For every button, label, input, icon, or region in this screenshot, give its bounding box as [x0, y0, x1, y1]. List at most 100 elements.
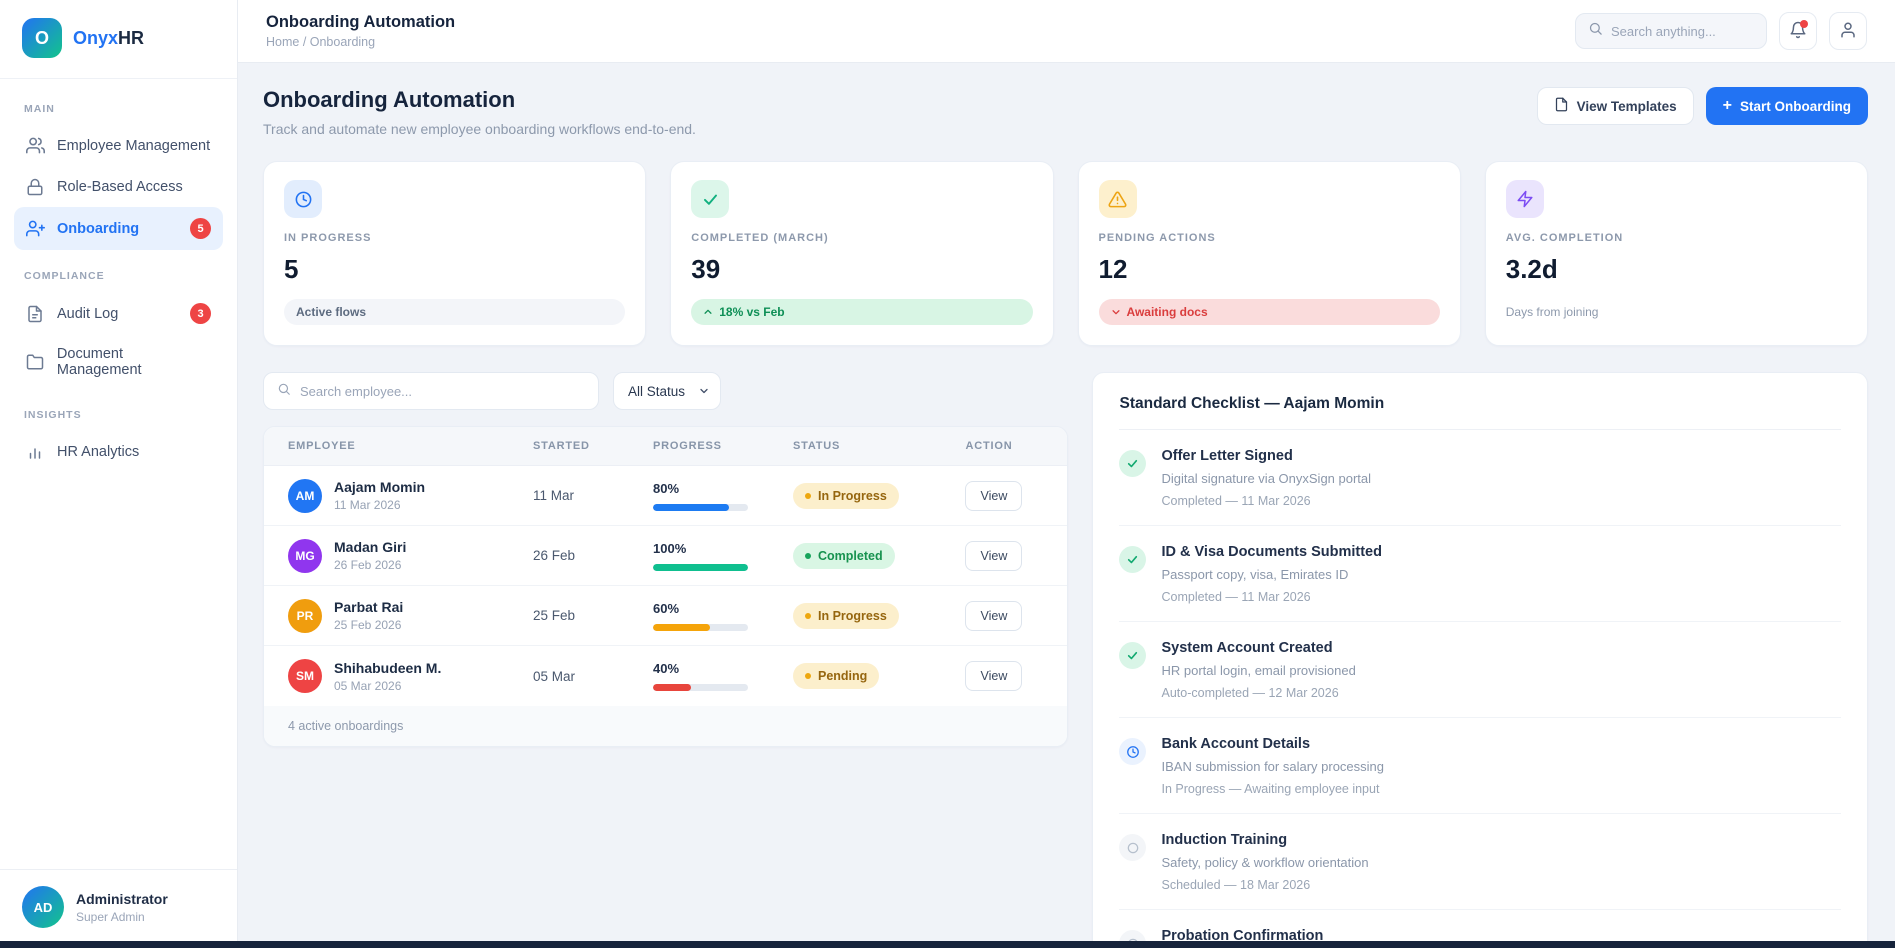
view-button[interactable]: View — [965, 540, 1023, 571]
table-row: PR Parbat Rai 25 Feb 2026 25 Feb 60% In … — [264, 586, 1068, 646]
checklist-item: Offer Letter Signed Digital signature vi… — [1119, 430, 1841, 526]
sidebar-item-employee-management[interactable]: Employee Management — [14, 125, 223, 166]
started-date: 26 Feb — [533, 548, 576, 563]
user-plus-icon — [26, 219, 45, 238]
employee-search-input[interactable] — [300, 383, 585, 399]
divider — [0, 78, 237, 79]
sidebar-user-card[interactable]: AD Administrator Super Admin — [0, 869, 237, 948]
sidebar-item-label: Onboarding — [57, 220, 140, 237]
view-button[interactable]: View — [965, 600, 1023, 631]
profile-button[interactable] — [1829, 12, 1867, 50]
file-text-icon — [26, 304, 45, 323]
employee-name: Aajam Momin — [334, 479, 426, 495]
status-badge: In Progress — [793, 602, 899, 629]
status-badge: Completed — [793, 542, 895, 569]
table-header: Employee Started Progress Status Action — [264, 427, 1068, 466]
user-name: Administrator — [76, 890, 168, 907]
sidebar-item-role-based-access[interactable]: Role-Based Access — [14, 166, 223, 207]
checklist-item-title: Bank Account Details — [1161, 736, 1311, 752]
checklist-item-meta: Completed — 11 Mar 2026 — [1161, 590, 1311, 604]
employee-date: 26 Feb 2026 — [334, 558, 402, 572]
progress-percent: 100% — [653, 540, 687, 556]
checklist-item-desc: Passport copy, visa, Emirates ID — [1161, 567, 1349, 582]
column-progress: Progress — [653, 440, 722, 452]
onboarding-table: Employee Started Progress Status Action … — [263, 426, 1069, 747]
employee-name: Shihabudeen M. — [334, 659, 442, 676]
employee-date: 05 Mar 2026 — [334, 678, 402, 693]
started-date: 25 Feb — [533, 608, 576, 623]
global-search[interactable] — [1575, 13, 1767, 49]
checklist-item-meta: Scheduled — 18 Mar 2026 — [1161, 878, 1311, 892]
notifications-button[interactable] — [1779, 12, 1817, 50]
stat-pill: Awaiting docs — [1098, 299, 1440, 325]
checklist-item-title: Offer Letter Signed — [1161, 448, 1293, 464]
progress-bar — [653, 623, 748, 631]
topbar-title: Onboarding Automation — [266, 13, 456, 31]
checklist-item: ID & Visa Documents Submitted Passport c… — [1119, 526, 1841, 622]
checklist-item-meta: Auto-completed — 12 Mar 2026 — [1161, 686, 1339, 700]
status-dot — [805, 612, 811, 619]
checklist-item-desc: HR portal login, email provisioned — [1161, 663, 1356, 678]
table-row: MG Madan Giri 26 Feb 2026 26 Feb 100% Co… — [264, 526, 1068, 586]
checklist-item: Induction Training Safety, policy & work… — [1119, 814, 1841, 910]
checklist-item-meta: Completed — 11 Mar 2026 — [1161, 494, 1311, 508]
sidebar-section-main: MAIN — [24, 103, 55, 115]
avatar: AM — [288, 478, 322, 513]
stat-label: COMPLETED (MARCH) — [691, 232, 829, 244]
status-dot — [805, 673, 811, 679]
standard-checklist-panel: Standard Checklist — Aajam Momin Offer L… — [1092, 372, 1868, 948]
sidebar-item-audit-log[interactable]: Audit Log 3 — [14, 292, 223, 335]
brand[interactable]: O OnyxHR — [0, 0, 237, 78]
sidebar-item-onboarding[interactable]: Onboarding 5 — [14, 207, 223, 250]
search-icon — [1588, 21, 1603, 41]
user-icon — [1839, 21, 1857, 42]
stat-pill: Active flows — [284, 299, 626, 325]
stats-row: IN PROGRESS 5 Active flows COMPLETED (MA… — [263, 161, 1868, 346]
checklist-item-desc: IBAN submission for salary processing — [1161, 759, 1385, 774]
sidebar-item-document-management[interactable]: Document Management — [14, 335, 223, 389]
stat-card-in-progress: IN PROGRESS 5 Active flows — [263, 161, 647, 346]
sidebar-item-label: Employee Management — [57, 137, 211, 154]
checklist-item-meta: In Progress — Awaiting employee input — [1161, 782, 1380, 796]
avatar: MG — [288, 538, 322, 573]
stat-card-avg-completion: AVG. COMPLETION 3.2d Days from joining — [1484, 161, 1868, 346]
checklist-item-desc: Digital signature via OnyxSign portal — [1161, 471, 1372, 486]
stat-label: IN PROGRESS — [284, 232, 372, 244]
avatar: PR — [288, 598, 322, 633]
view-button[interactable]: View — [965, 661, 1023, 691]
onboarding-count-badge: 5 — [190, 218, 211, 239]
stat-caption: Days from joining — [1505, 305, 1599, 319]
view-templates-button[interactable]: View Templates — [1536, 87, 1694, 125]
brand-logo: O — [22, 18, 62, 58]
table-row: SM Shihabudeen M. 05 Mar 2026 05 Mar 40%… — [264, 646, 1067, 706]
view-button[interactable]: View — [965, 480, 1023, 511]
checklist-item-desc: Safety, policy & workflow orientation — [1161, 855, 1369, 870]
stat-label: PENDING ACTIONS — [1098, 232, 1216, 244]
employee-date: 25 Feb 2026 — [334, 618, 402, 632]
stat-value: 12 — [1098, 254, 1128, 284]
global-search-input[interactable] — [1611, 23, 1754, 39]
employee-name: Parbat Rai — [334, 599, 404, 615]
checklist-item: Bank Account Details IBAN submission for… — [1119, 718, 1841, 814]
brand-name: OnyxHR — [73, 27, 145, 48]
checklist-item-title: ID & Visa Documents Submitted — [1161, 544, 1382, 560]
check-icon — [691, 180, 730, 218]
sidebar-item-label: Audit Log — [57, 305, 119, 322]
status-badge: In Progress — [793, 482, 899, 509]
topbar: Onboarding Automation Home / Onboarding — [238, 0, 1895, 63]
status-dot — [805, 552, 811, 559]
sidebar-section-insights: INSIGHTS — [24, 409, 82, 421]
status-filter-select[interactable]: All Status — [613, 372, 721, 410]
sidebar-item-label: Document Management — [56, 346, 142, 378]
stat-card-pending-actions: PENDING ACTIONS 12 Awaiting docs — [1077, 161, 1461, 346]
start-onboarding-button[interactable]: + Start Onboarding — [1705, 87, 1868, 125]
bar-chart-icon — [26, 442, 45, 461]
stat-value: 3.2d — [1505, 254, 1558, 284]
sidebar-item-hr-analytics[interactable]: HR Analytics — [14, 431, 223, 472]
stat-label: AVG. COMPLETION — [1505, 232, 1624, 244]
users-icon — [26, 136, 45, 155]
stat-value: 39 — [691, 254, 721, 284]
table-row: AM Aajam Momin 11 Mar 2026 11 Mar 80% In… — [264, 466, 1068, 526]
employee-search[interactable] — [263, 372, 599, 410]
progress-percent: 80% — [653, 480, 680, 496]
